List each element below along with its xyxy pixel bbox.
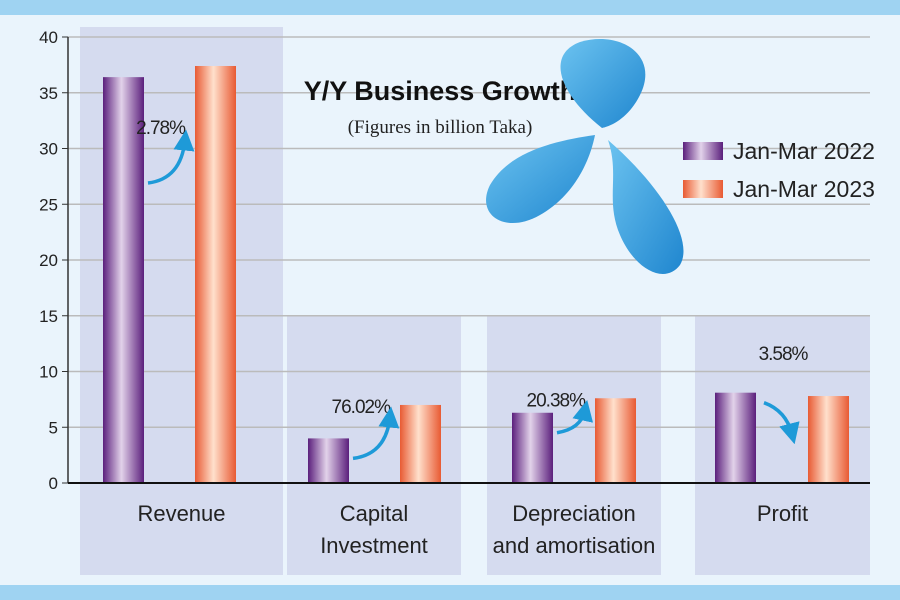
legend-swatch <box>683 180 723 198</box>
y-tick-label: 35 <box>39 84 58 103</box>
bar-2023 <box>595 398 636 483</box>
bar-2023 <box>808 396 849 483</box>
x-category-label: Capital <box>340 501 408 526</box>
arrow-up-icon <box>147 129 195 185</box>
x-category-label: and amortisation <box>493 533 656 558</box>
percent-change-label: 20.38% <box>527 390 587 411</box>
bar-2023 <box>195 65 236 484</box>
x-category-label: Depreciation <box>512 501 636 526</box>
x-category-label: Profit <box>757 501 808 526</box>
bar-2022 <box>715 392 756 483</box>
y-tick-label: 10 <box>39 363 58 382</box>
x-category-label: Investment <box>320 533 428 558</box>
arrow-up-icon <box>556 399 594 435</box>
y-tick-label: 30 <box>39 140 58 159</box>
bar-2023 <box>400 404 441 483</box>
y-tick-label: 15 <box>39 307 58 326</box>
bar-2022 <box>308 438 349 483</box>
percent-change-label: 2.78% <box>136 118 186 139</box>
legend-swatch <box>683 142 723 160</box>
arrow-up-icon <box>352 406 400 461</box>
legend-label: Jan-Mar 2023 <box>733 176 875 202</box>
arrow-down-icon <box>763 401 800 445</box>
bar-2022 <box>103 77 144 483</box>
y-tick-label: 25 <box>39 195 58 214</box>
top-band <box>0 0 900 15</box>
legend: Jan-Mar 2022 Jan-Mar 2023 <box>683 138 875 202</box>
legend-label: Jan-Mar 2022 <box>733 138 875 164</box>
bottom-band <box>0 585 900 600</box>
percent-change-label: 3.58% <box>759 344 809 365</box>
chart-subtitle: (Figures in billion Taka) <box>348 117 533 138</box>
y-tick-label: 5 <box>49 418 58 437</box>
percent-change-label: 76.02% <box>332 397 392 418</box>
y-tick-label: 40 <box>39 28 58 47</box>
chart-title: Y/Y Business Growth <box>304 76 577 106</box>
telenor-logo-icon <box>486 38 684 274</box>
x-category-label: Revenue <box>137 501 225 526</box>
y-tick-label: 0 <box>49 474 58 493</box>
y-tick-label: 20 <box>39 251 58 270</box>
bar-2022 <box>512 412 553 483</box>
